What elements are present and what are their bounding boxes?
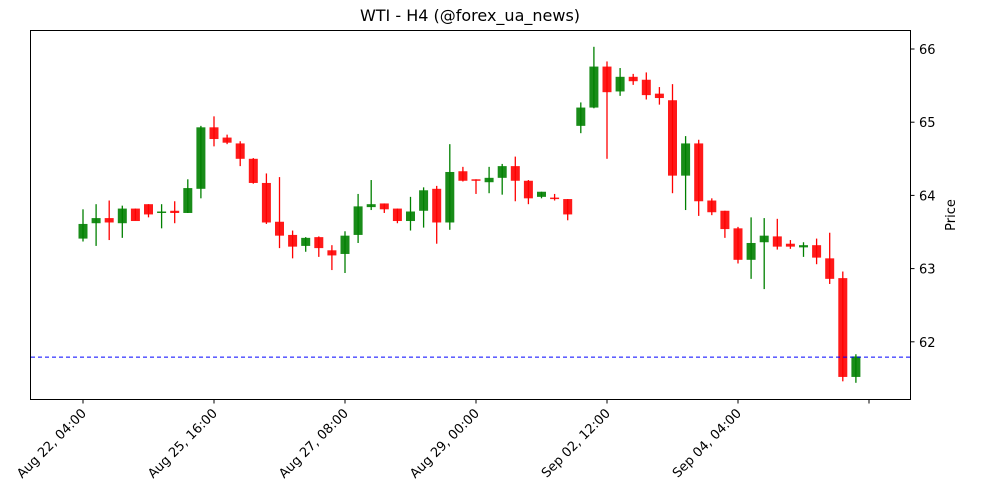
candles-group <box>78 46 861 383</box>
candle <box>851 354 861 383</box>
candle <box>707 198 717 216</box>
candle <box>222 134 232 145</box>
x-tick-label: Aug 27, 08:00 <box>276 406 352 482</box>
candle <box>550 193 560 201</box>
candle <box>458 166 468 182</box>
candle <box>602 61 612 159</box>
x-tick-label: Aug 25, 16:00 <box>145 406 221 482</box>
candle <box>275 177 284 249</box>
y-axis-label: Price <box>944 199 959 231</box>
x-axis: Aug 22, 04:00 Aug 25, 16:00 Aug 27, 08:00 A… <box>14 399 870 482</box>
x-tick-label: Sep 04, 04:00 <box>670 406 745 481</box>
candle <box>576 102 586 134</box>
candle <box>825 232 835 284</box>
chart-title: WTI - H4 (@forex_ua_news) <box>359 6 581 25</box>
candle <box>445 144 455 230</box>
candle <box>523 180 533 205</box>
candle <box>117 205 127 238</box>
candle <box>209 116 219 147</box>
candle <box>366 180 376 211</box>
y-axis: 62 63 64 65 66 <box>910 43 936 351</box>
candle <box>392 208 402 224</box>
candle <box>681 136 691 211</box>
candle <box>668 84 677 194</box>
candle <box>78 209 88 242</box>
candle <box>471 179 481 194</box>
candle <box>327 245 337 271</box>
candle <box>340 231 350 273</box>
y-tick-label: 65 <box>919 116 936 131</box>
plot-frame <box>30 30 911 400</box>
candle <box>314 236 324 257</box>
candle <box>484 166 494 194</box>
candle <box>746 217 756 279</box>
candle <box>235 141 245 167</box>
candle <box>838 271 848 382</box>
candle <box>432 185 442 244</box>
candle <box>144 204 153 218</box>
candle <box>537 191 546 199</box>
y-tick-label: 62 <box>919 336 936 351</box>
candle <box>248 158 258 184</box>
candle <box>759 218 769 290</box>
y-tick-label: 66 <box>919 43 936 58</box>
x-tick-label: Aug 22, 04:00 <box>14 406 90 482</box>
candle <box>130 208 140 222</box>
candle <box>379 203 389 213</box>
candle <box>785 240 795 249</box>
candle <box>510 156 520 202</box>
candle <box>261 173 271 224</box>
candle <box>104 200 114 241</box>
candle <box>654 87 664 105</box>
y-tick-label: 64 <box>919 189 936 204</box>
candle <box>563 199 573 221</box>
candle <box>812 238 822 265</box>
candle <box>720 210 730 238</box>
candle <box>694 139 704 216</box>
candle <box>799 242 808 257</box>
candle <box>353 193 363 243</box>
candle <box>301 237 311 252</box>
candle <box>628 73 638 85</box>
x-tick-label: Sep 02, 12:00 <box>539 406 614 481</box>
candle <box>641 72 651 100</box>
candle <box>157 204 167 229</box>
candle <box>288 230 298 259</box>
candle <box>733 226 743 264</box>
candle <box>170 201 180 224</box>
candle <box>772 218 782 250</box>
candle <box>91 204 101 246</box>
candle <box>589 46 599 109</box>
y-tick-label: 63 <box>919 263 936 278</box>
x-tick-label: Aug 29, 00:00 <box>407 406 483 482</box>
candle <box>497 163 507 195</box>
candle <box>615 68 625 96</box>
candle <box>183 179 193 213</box>
candle <box>196 125 206 199</box>
candle <box>419 187 429 228</box>
candle <box>406 196 415 231</box>
